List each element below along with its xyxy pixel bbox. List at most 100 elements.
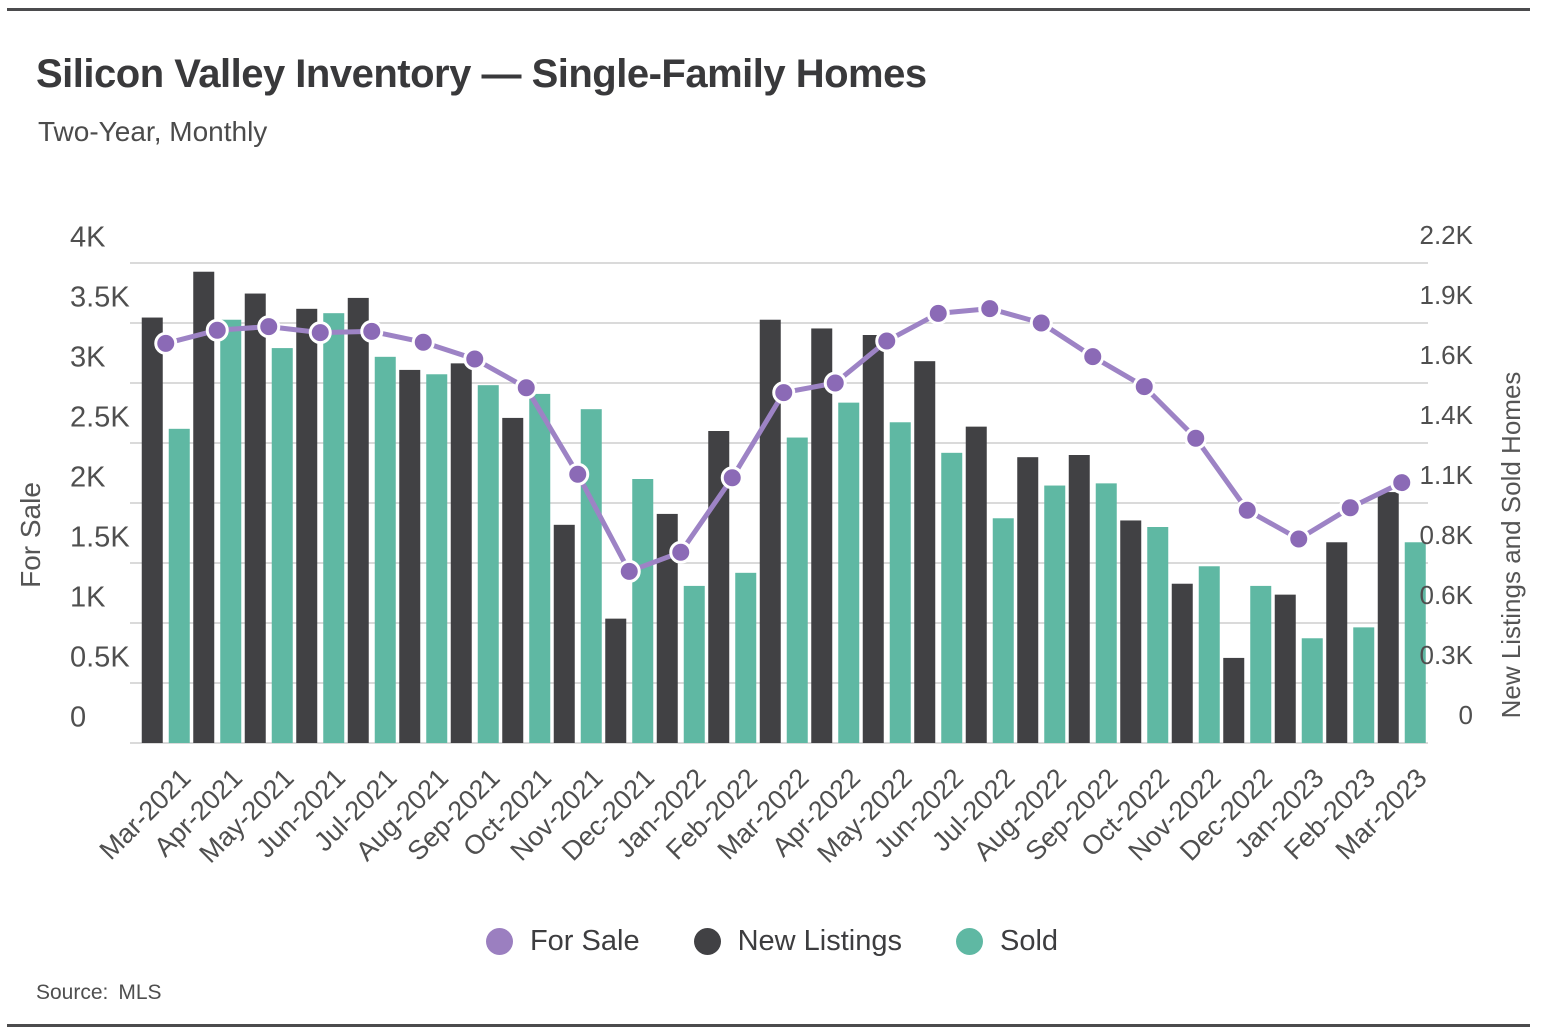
point-for-sale-Apr-2021[interactable]	[205, 318, 229, 342]
bar-sold-Jun-2022[interactable]	[941, 452, 963, 743]
legend-label: Sold	[999, 925, 1059, 957]
bar-sold-Jan-2023[interactable]	[1301, 638, 1323, 743]
point-for-sale-Mar-2021[interactable]	[154, 331, 178, 355]
bar-new-listings-Aug-2021[interactable]	[399, 369, 421, 743]
bar-new-listings-Mar-2023[interactable]	[1377, 492, 1399, 743]
bar-new-listings-May-2021[interactable]	[244, 293, 266, 743]
bar-new-listings-Jul-2022[interactable]	[965, 426, 987, 743]
bar-new-listings-Feb-2023[interactable]	[1326, 542, 1348, 743]
bar-sold-Feb-2023[interactable]	[1353, 627, 1375, 743]
y-axis-tick-right: 0.8K	[1420, 520, 1474, 550]
bar-sold-Sep-2021[interactable]	[477, 385, 499, 743]
bar-sold-Apr-2021[interactable]	[220, 319, 242, 743]
point-for-sale-Feb-2023[interactable]	[1338, 496, 1362, 520]
bar-new-listings-Apr-2021[interactable]	[193, 271, 215, 743]
point-for-sale-Dec-2021[interactable]	[617, 559, 641, 583]
bar-sold-Oct-2022[interactable]	[1147, 527, 1169, 743]
bar-new-listings-May-2022[interactable]	[862, 335, 884, 743]
bar-new-listings-Sep-2022[interactable]	[1068, 455, 1090, 743]
bar-new-listings-Mar-2021[interactable]	[141, 317, 163, 743]
y-axis-tick-right: 0.6K	[1420, 580, 1474, 610]
y-axis-tick-left: 1.5K	[70, 522, 130, 554]
bar-sold-Nov-2022[interactable]	[1198, 566, 1220, 743]
sold-swatch-icon	[955, 928, 983, 955]
point-for-sale-Jun-2022[interactable]	[926, 301, 950, 325]
y-axis-tick-right: 0	[1459, 700, 1473, 730]
legend-item-sold[interactable]: Sold	[955, 925, 1059, 958]
point-for-sale-Nov-2022[interactable]	[1184, 426, 1208, 450]
bar-new-listings-Jan-2023[interactable]	[1274, 594, 1296, 743]
bar-new-listings-Oct-2021[interactable]	[502, 417, 524, 743]
point-for-sale-Jul-2022[interactable]	[978, 297, 1002, 321]
bar-sold-Jul-2021[interactable]	[374, 356, 396, 743]
chart-legend: For Sale New Listings Sold	[0, 925, 1544, 958]
bar-sold-Jun-2021[interactable]	[323, 313, 345, 743]
y-axis-tick-right: 1.4K	[1420, 400, 1474, 430]
point-for-sale-Sep-2021[interactable]	[463, 347, 487, 371]
bar-new-listings-Nov-2021[interactable]	[553, 524, 575, 743]
y-axis-tick-left: 2.5K	[70, 402, 130, 434]
bar-sold-Apr-2022[interactable]	[838, 402, 860, 743]
bar-new-listings-Oct-2022[interactable]	[1120, 520, 1142, 743]
point-for-sale-Oct-2022[interactable]	[1132, 375, 1156, 399]
y-axis-tick-left: 0	[70, 702, 86, 734]
bar-sold-Dec-2022[interactable]	[1250, 585, 1272, 743]
point-for-sale-Sep-2022[interactable]	[1081, 345, 1105, 369]
bar-sold-Feb-2022[interactable]	[735, 572, 757, 743]
point-for-sale-Jan-2022[interactable]	[669, 540, 693, 564]
point-for-sale-Mar-2023[interactable]	[1390, 471, 1414, 495]
y-axis-tick-left: 0.5K	[70, 642, 130, 674]
point-for-sale-Aug-2022[interactable]	[1029, 311, 1053, 335]
bar-sold-Aug-2022[interactable]	[1044, 485, 1066, 743]
y-axis-tick-left: 1K	[70, 582, 106, 614]
legend-label: New Listings	[737, 925, 902, 957]
point-for-sale-Feb-2022[interactable]	[720, 466, 744, 490]
point-for-sale-Mar-2022[interactable]	[772, 381, 796, 405]
y-axis-tick-right: 0.3K	[1420, 640, 1474, 670]
bar-sold-Mar-2023[interactable]	[1404, 542, 1426, 743]
bar-new-listings-Aug-2022[interactable]	[1017, 457, 1039, 743]
for-sale-swatch-icon	[485, 928, 513, 955]
bar-new-listings-Jul-2021[interactable]	[347, 297, 369, 743]
chart-subtitle: Two-Year, Monthly	[38, 116, 268, 147]
bar-sold-Mar-2021[interactable]	[168, 428, 190, 743]
legend-item-new-listings[interactable]: New Listings	[693, 925, 902, 958]
point-for-sale-Dec-2022[interactable]	[1235, 498, 1259, 522]
bar-sold-Sep-2022[interactable]	[1095, 483, 1117, 743]
bar-new-listings-Jun-2022[interactable]	[914, 361, 936, 743]
bar-sold-Jul-2022[interactable]	[992, 518, 1014, 743]
y-axis-tick-left: 3.5K	[70, 282, 130, 314]
point-for-sale-Apr-2022[interactable]	[823, 371, 847, 395]
point-for-sale-Oct-2021[interactable]	[514, 376, 538, 400]
point-for-sale-Jun-2021[interactable]	[308, 321, 332, 345]
point-for-sale-May-2022[interactable]	[875, 329, 899, 353]
bar-sold-Dec-2021[interactable]	[632, 479, 654, 743]
bar-new-listings-Dec-2021[interactable]	[605, 618, 627, 743]
bar-new-listings-Apr-2022[interactable]	[811, 328, 833, 743]
source-note: Source: MLS	[36, 981, 162, 1004]
bar-sold-Oct-2021[interactable]	[529, 393, 551, 743]
bar-new-listings-Nov-2022[interactable]	[1171, 583, 1193, 743]
bar-new-listings-Dec-2022[interactable]	[1223, 657, 1245, 743]
bar-new-listings-Sep-2021[interactable]	[450, 363, 472, 743]
y-axis-tick-right: 1.6K	[1420, 340, 1474, 370]
point-for-sale-Aug-2021[interactable]	[411, 330, 435, 354]
bar-new-listings-Jan-2022[interactable]	[656, 513, 678, 743]
bar-sold-Nov-2021[interactable]	[580, 409, 602, 743]
point-for-sale-Jan-2023[interactable]	[1287, 527, 1311, 551]
bar-sold-May-2021[interactable]	[271, 348, 293, 743]
y-axis-tick-right: 1.1K	[1420, 460, 1474, 490]
point-for-sale-May-2021[interactable]	[257, 315, 281, 339]
y-axis-tick-left: 3K	[70, 342, 106, 374]
point-for-sale-Nov-2021[interactable]	[566, 462, 590, 486]
left-axis-title: For Sale	[15, 482, 46, 588]
point-for-sale-Jul-2021[interactable]	[360, 319, 384, 343]
bar-new-listings-Jun-2021[interactable]	[296, 308, 318, 743]
legend-label: For Sale	[529, 925, 640, 957]
bar-sold-Mar-2022[interactable]	[786, 437, 808, 743]
bar-sold-Aug-2021[interactable]	[426, 374, 448, 743]
bar-sold-Jan-2022[interactable]	[683, 585, 705, 743]
legend-item-for-sale[interactable]: For Sale	[485, 925, 640, 958]
bar-sold-May-2022[interactable]	[889, 422, 911, 743]
